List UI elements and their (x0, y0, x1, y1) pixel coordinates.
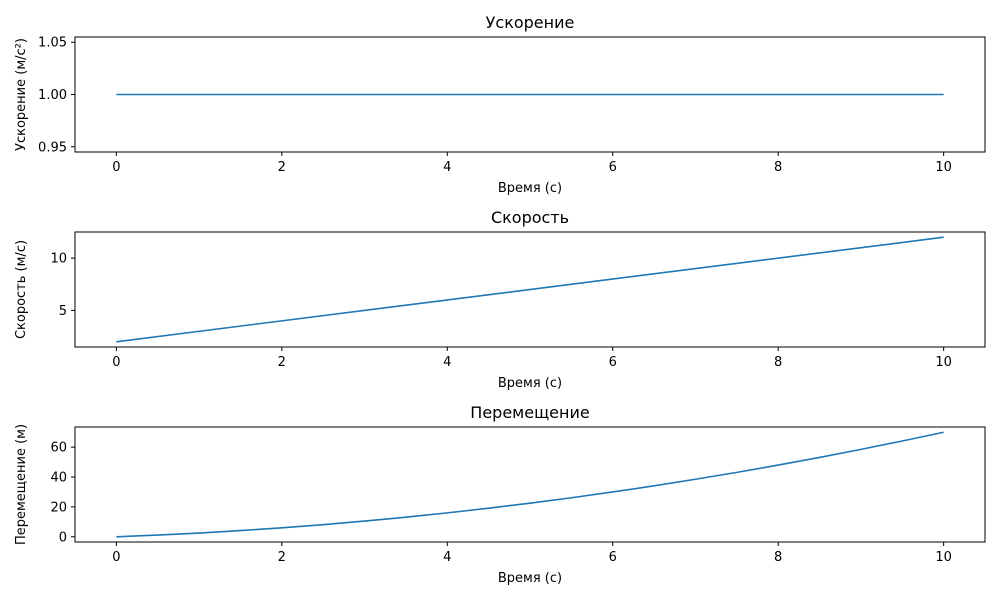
x-tick-label: 0 (112, 160, 120, 175)
x-axis-label: Время (с) (498, 181, 562, 196)
y-tick-label: 1.05 (38, 36, 67, 51)
y-tick-label: 0 (59, 530, 67, 545)
x-tick-label: 10 (935, 355, 952, 370)
chart-panel-2: Скорость 0 2 4 6 8 10 5 10 Время (с) Скорость (м/с… (14, 208, 986, 391)
plot-frame (74, 426, 986, 543)
x-tick-label: 0 (112, 355, 120, 370)
x-tick-label: 2 (278, 550, 286, 565)
x-tick-label: 6 (609, 160, 617, 175)
chart-title: Перемещение (470, 403, 589, 422)
x-tick-label: 10 (935, 160, 952, 175)
x-tick-label: 8 (774, 160, 782, 175)
x-tick-label: 0 (112, 550, 120, 565)
x-axis-label: Время (с) (498, 571, 562, 586)
y-tick-label: 0.95 (38, 140, 67, 155)
y-axis-label: Ускорение (м/с²) (14, 38, 29, 151)
x-tick-label: 4 (443, 550, 451, 565)
x-tick-label: 2 (278, 160, 286, 175)
chart-panel-3: Перемещение 0 2 4 6 8 10 0 20 40 60 Время (с) Переме… (14, 403, 986, 586)
x-tick-label: 10 (935, 550, 952, 565)
x-tick-label: 6 (609, 550, 617, 565)
y-axis-label: Перемещение (м) (14, 424, 29, 545)
y-tick-label: 1.00 (38, 88, 67, 103)
y-tick-label: 60 (50, 441, 67, 456)
y-tick-label: 40 (50, 471, 67, 486)
x-tick-label: 2 (278, 355, 286, 370)
y-tick-label: 5 (59, 304, 67, 319)
x-tick-label: 8 (774, 550, 782, 565)
chart-panel-1: Ускорение 0 2 4 6 8 10 0.95 1.00 1.05 Время (с) Уск… (14, 13, 986, 196)
chart-title: Ускорение (486, 13, 575, 32)
chart-title: Скорость (491, 208, 569, 227)
x-tick-label: 4 (443, 160, 451, 175)
y-tick-label: 10 (50, 252, 67, 267)
plot-frame (74, 231, 986, 348)
x-tick-label: 8 (774, 355, 782, 370)
y-axis-label: Скорость (м/с) (14, 240, 29, 339)
y-tick-label: 20 (50, 500, 67, 515)
series-line (116, 236, 944, 343)
x-axis-label: Время (с) (498, 376, 562, 391)
x-tick-label: 4 (443, 355, 451, 370)
x-tick-label: 6 (609, 355, 617, 370)
series-line (116, 431, 944, 538)
